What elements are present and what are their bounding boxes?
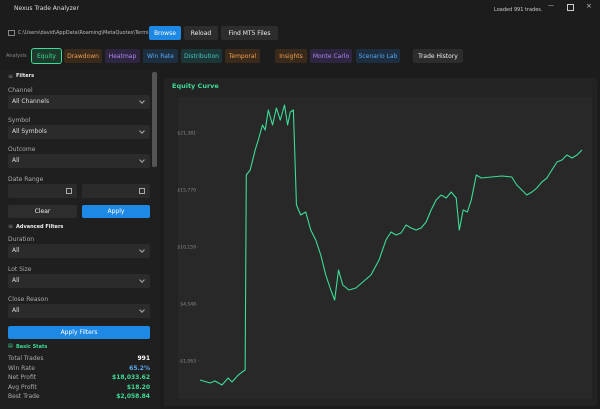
equity-line	[199, 104, 583, 386]
dropdown[interactable]: All	[8, 274, 150, 288]
apply-filters-button[interactable]: Apply Filters	[8, 326, 150, 339]
field-label: Lot Size	[8, 266, 32, 273]
date-from-input[interactable]	[8, 184, 77, 198]
tab[interactable]: Distribution	[181, 49, 222, 63]
stat-label: Best Trade	[8, 393, 40, 401]
dropdown[interactable]: All Channels	[8, 95, 150, 109]
field-label: Symbol	[8, 117, 31, 124]
filters-title: Filters	[16, 73, 35, 79]
dropdown-value: All	[12, 157, 20, 164]
dropdown-value: All	[12, 247, 20, 254]
dropdown[interactable]: All	[8, 304, 150, 318]
field-label: Close Reason	[8, 296, 49, 303]
window-title: Nexus Trade Analyzer	[14, 5, 79, 12]
folder-icon	[8, 30, 15, 36]
stat-value: $2,058.84	[116, 393, 150, 401]
advanced-title: Advanced Filters	[16, 224, 64, 230]
y-tick-label: $4,548	[180, 301, 196, 307]
status-text: Loaded 991 trades.	[494, 7, 543, 13]
y-tick-label: $21,381	[177, 131, 196, 137]
minimize-button[interactable]: —	[548, 2, 554, 9]
y-tick-label: $10,159	[177, 245, 196, 251]
stat-label: Win Rate	[8, 364, 35, 372]
plot-area	[178, 97, 592, 399]
dropdown[interactable]: All Symbols	[8, 125, 150, 139]
scrollbar[interactable]	[152, 72, 157, 167]
filter-icon: ≡	[8, 73, 14, 80]
dropdown-value: All Symbols	[12, 128, 47, 135]
find-button[interactable]: Find MT5 Files	[221, 26, 278, 40]
tab[interactable]: Temporal	[225, 49, 260, 63]
apply-button[interactable]: Apply	[82, 205, 150, 218]
advanced-icon: ≡	[8, 223, 14, 230]
date-to-input[interactable]	[82, 184, 150, 198]
close-button[interactable]: ×	[586, 2, 592, 10]
tab[interactable]: Win Rate	[143, 49, 178, 63]
browse-button[interactable]: Browse	[149, 26, 181, 40]
dropdown-value: All	[12, 277, 20, 284]
stat-value: 65.2%	[129, 364, 150, 372]
tab[interactable]: Heatmap	[105, 49, 140, 63]
clear-button[interactable]: Clear	[8, 205, 77, 218]
chart-title: Equity Curve	[172, 82, 219, 90]
file-path: C:\Users\david\AppData\Roaming\MetaQuote…	[18, 30, 157, 36]
dropdown-value: All Channels	[12, 98, 50, 105]
tab[interactable]: Scenario Lab	[356, 49, 400, 63]
date-range-label: Date Range	[8, 176, 44, 183]
stats-title: Basic Stats	[16, 344, 48, 350]
maximize-button[interactable]	[567, 4, 574, 11]
tab[interactable]: Insights	[275, 49, 307, 63]
field-label: Duration	[8, 236, 35, 243]
stat-label: Total Trades	[8, 355, 44, 362]
tab[interactable]: Equity	[31, 48, 62, 64]
stat-value: $18,033.62	[112, 374, 150, 382]
dropdown-value: All	[12, 307, 20, 314]
y-tick-label: $15,770	[177, 188, 196, 194]
reload-button[interactable]: Reload	[184, 26, 218, 40]
field-label: Outcome	[8, 146, 36, 153]
dropdown[interactable]: All	[8, 244, 150, 258]
stat-label: Avg Profit	[8, 383, 37, 391]
tab[interactable]: Monte Carlo	[310, 49, 352, 63]
dropdown[interactable]: All	[8, 154, 150, 168]
y-tick-label: -$1,063	[179, 358, 197, 364]
field-label: Channel	[8, 87, 33, 94]
stat-label: Net Profit	[8, 374, 37, 382]
stat-value: 991	[137, 355, 150, 362]
tab[interactable]: Trade History	[413, 49, 463, 63]
stats-icon: ▤	[8, 343, 13, 349]
tabs-label: Analysis	[6, 53, 27, 59]
stat-value: $18.20	[126, 383, 150, 391]
tab[interactable]: Drawdown	[64, 49, 102, 63]
